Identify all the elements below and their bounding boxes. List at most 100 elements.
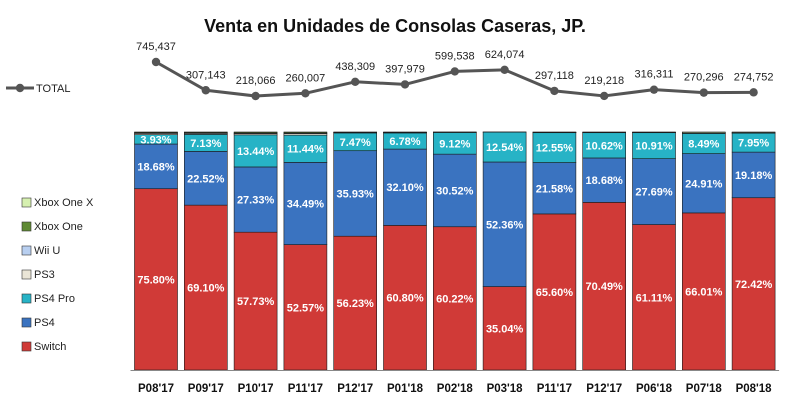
total-label-2: 307,143 xyxy=(186,69,226,81)
line-layer: 745,437 307,143 218,066 260,007 438,309 397,9… xyxy=(136,41,774,101)
bar-group-11: 61.11% 27.69% 10.91% xyxy=(632,131,676,371)
data-label-switch-10: 70.49% xyxy=(586,281,624,293)
data-label-switch-8: 35.04% xyxy=(486,323,524,335)
total-point-4 xyxy=(301,89,310,98)
data-label-ps4-9: 21.58% xyxy=(536,183,574,195)
data-label-ps4-10: 18.68% xyxy=(586,175,624,187)
total-label-7: 599,538 xyxy=(435,50,475,62)
data-label-ps4-4: 34.49% xyxy=(287,199,325,211)
bar-group-7: 60.22% 30.52% 9.12% xyxy=(432,131,477,371)
bar-ps4-8 xyxy=(482,161,527,287)
total-label-6: 397,979 xyxy=(385,63,425,75)
x-axis: P08'17 P09'17 P10'17 P11'17 P12'17 P01'18 P02'… xyxy=(130,370,780,395)
data-label-ps4-pro-7: 9.12% xyxy=(439,138,470,150)
bar-switch-10 xyxy=(582,202,627,371)
total-point-1 xyxy=(151,57,161,67)
legend-label-ps3: PS3 xyxy=(34,269,55,281)
legend-swatch-ps4-pro xyxy=(21,293,32,304)
x-tick-label-5: P12'17 xyxy=(337,383,373,395)
x-tick-label-12: P07'18 xyxy=(686,383,723,395)
legend-swatch-ps4 xyxy=(21,317,32,328)
bar-group-1: 75.80% 18.68% 3.93% xyxy=(134,131,178,371)
data-label-ps4-7: 30.52% xyxy=(436,185,474,197)
bar-switch-13 xyxy=(731,197,776,371)
bar-ps4-pro-11 xyxy=(632,132,676,159)
total-label-13: 274,752 xyxy=(734,71,774,83)
total-point-10 xyxy=(600,91,609,101)
total-point-3 xyxy=(251,91,260,101)
total-point-13 xyxy=(749,88,758,97)
legend: Xbox One X Xbox One Wii U PS3 PS4 Pro PS4 Swit… xyxy=(21,197,94,353)
bar-ps4-9 xyxy=(532,162,577,215)
data-label-switch-3: 57.73% xyxy=(237,296,275,308)
data-label-ps4-pro-12: 8.49% xyxy=(688,139,719,151)
bar-group-12: 66.01% 24.91% 8.49% xyxy=(681,131,726,371)
bar-switch-3 xyxy=(233,231,278,371)
total-label-11: 316,311 xyxy=(635,69,674,81)
legend-label-xbox-one: Xbox One xyxy=(34,221,83,233)
chart-title: Venta en Unidades de Consolas Caseras, J… xyxy=(204,16,586,36)
bar-ps4-4 xyxy=(283,162,328,245)
data-label-ps4-pro-3: 13.44% xyxy=(237,146,275,158)
bar-ps4-pro-4 xyxy=(283,134,328,163)
data-label-ps4-pro-9: 12.55% xyxy=(536,143,574,155)
bar-ps4-2 xyxy=(184,151,228,206)
data-label-ps4-pro-11: 10.91% xyxy=(635,141,673,153)
legend-label-ps4-pro: PS4 Pro xyxy=(34,293,75,305)
legend-swatch-xbox-one xyxy=(21,221,32,232)
bar-switch-9 xyxy=(532,213,577,371)
bar-switch-4 xyxy=(283,244,328,371)
bar-group-3: 57.73% 27.33% 13.44% xyxy=(233,131,278,371)
legend-label-xbox-one-x: Xbox One X xyxy=(34,197,94,209)
total-label-4: 260,007 xyxy=(286,72,326,84)
bar-switch-2 xyxy=(184,204,228,371)
data-label-ps4-5: 35.93% xyxy=(337,188,375,200)
legend-swatch-switch xyxy=(21,341,32,352)
data-label-ps4-6: 32.10% xyxy=(386,182,424,194)
bar-ps4-13 xyxy=(731,151,776,199)
data-label-switch-5: 56.23% xyxy=(337,298,375,310)
x-tick-label-1: P08'17 xyxy=(138,383,174,395)
total-point-8 xyxy=(500,65,509,75)
legend-total-label: TOTAL xyxy=(36,83,70,95)
x-tick-label-4: P11'17 xyxy=(288,383,323,395)
data-label-ps4-8: 52.36% xyxy=(486,219,524,231)
total-label-12: 270,296 xyxy=(684,72,724,84)
data-label-ps4-13: 19.18% xyxy=(735,170,773,182)
data-label-ps4-pro-6: 6.78% xyxy=(389,136,420,148)
data-label-ps4-pro-13: 7.95% xyxy=(738,138,769,150)
legend-swatch-xbox-one-x xyxy=(21,197,32,208)
bar-layer: 75.80% 18.68% 3.93% 69.10% 22.52% 7.13% 57.73%… xyxy=(134,131,776,371)
x-tick-label-2: P09'17 xyxy=(188,383,224,395)
total-label-1: 745,437 xyxy=(136,41,176,53)
data-label-switch-13: 72.42% xyxy=(735,279,773,291)
legend-total: TOTAL xyxy=(6,83,70,95)
legend-swatch-ps3 xyxy=(21,269,32,280)
legend-swatch-wii-u xyxy=(21,245,32,256)
bar-switch-5 xyxy=(333,235,378,371)
total-point-9 xyxy=(550,86,559,96)
x-tick-label-9: P11'17 xyxy=(537,383,572,395)
total-label-10: 219,218 xyxy=(584,75,624,87)
data-label-ps4-2: 22.52% xyxy=(187,173,225,185)
bar-switch-1 xyxy=(134,188,178,371)
bar-group-9: 65.60% 21.58% 12.55% xyxy=(532,131,577,371)
x-tick-label-10: P12'17 xyxy=(586,383,622,395)
bar-group-2: 69.10% 22.52% 7.13% xyxy=(184,131,228,371)
bar-switch-8 xyxy=(482,286,527,371)
total-label-8: 624,074 xyxy=(485,49,525,61)
data-label-ps4-1: 18.68% xyxy=(137,161,175,173)
bar-ps4-10 xyxy=(582,157,627,203)
data-label-ps4-pro-1: 3.93% xyxy=(140,134,171,146)
bar-xbox-one-x-13 xyxy=(731,131,776,134)
bar-ps4-11 xyxy=(632,158,676,225)
legend-total-marker xyxy=(15,83,25,93)
bar-xbox-one-1 xyxy=(134,131,178,134)
bar-ps4-pro-8 xyxy=(482,131,527,163)
total-point-12 xyxy=(699,88,708,97)
data-label-switch-9: 65.60% xyxy=(536,287,574,299)
data-label-switch-11: 61.11% xyxy=(636,292,673,304)
data-label-switch-7: 60.22% xyxy=(436,293,474,305)
data-label-ps4-3: 27.33% xyxy=(237,195,275,207)
